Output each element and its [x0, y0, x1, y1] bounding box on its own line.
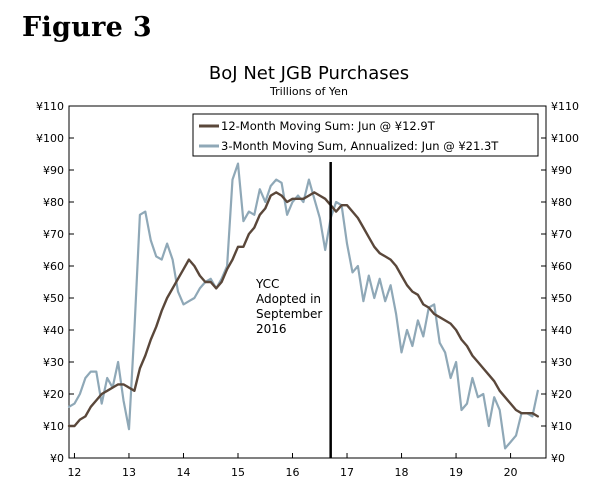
- legend: 12-Month Moving Sum: Jun @ ¥12.9T 3-Mont…: [192, 113, 539, 157]
- x-tick-label: 19: [449, 466, 463, 479]
- x-tick-label: 15: [231, 466, 245, 479]
- y-tick-label-right: ¥10: [551, 420, 572, 433]
- y-tick-label-left: ¥30: [43, 356, 64, 369]
- y-tick-label-left: ¥20: [43, 388, 64, 401]
- legend-box: [192, 113, 539, 157]
- series-line-12m-moving-sum: [67, 191, 539, 428]
- y-tick-label-left: ¥50: [43, 292, 64, 305]
- ycc-annotation-line: Adopted in: [256, 292, 321, 306]
- x-tick-label: 13: [122, 466, 136, 479]
- ycc-annotation-line: 2016: [256, 322, 287, 336]
- ycc-annotation-line: September: [256, 307, 322, 321]
- x-tick-label: 18: [395, 466, 409, 479]
- y-tick-label-left: ¥10: [43, 420, 64, 433]
- axes: ¥0 ¥0 ¥10 ¥10 ¥20 ¥20 ¥30 ¥30 ¥40 ¥40 ¥50 ¥50 ¥60 ¥60…: [36, 100, 579, 479]
- y-tick-label-right: ¥60: [551, 260, 572, 273]
- ycc-annotation-line: YCC: [255, 277, 279, 291]
- chart-subtitle: Trillions of Yen: [269, 85, 348, 98]
- x-tick-label: 16: [286, 466, 300, 479]
- legend-label-ma12: 12-Month Moving Sum: Jun @ ¥12.9T: [221, 119, 436, 133]
- y-tick-label-right: ¥30: [551, 356, 572, 369]
- series-line-3m-annualized: [67, 162, 539, 450]
- legend-label-ann3: 3-Month Moving Sum, Annualized: Jun @ ¥2…: [221, 139, 499, 153]
- y-tick-label-right: ¥100: [551, 132, 579, 145]
- y-tick-label-left: ¥90: [43, 164, 64, 177]
- x-tick-label: 17: [340, 466, 354, 479]
- y-tick-label-right: ¥80: [551, 196, 572, 209]
- y-tick-label-left: ¥110: [36, 100, 64, 113]
- figure-label: Figure 3: [22, 12, 152, 43]
- y-tick-label-left: ¥0: [50, 452, 64, 465]
- y-tick-label-left: ¥70: [43, 228, 64, 241]
- y-tick-label-right: ¥50: [551, 292, 572, 305]
- y-tick-label-right: ¥110: [551, 100, 579, 113]
- x-tick-label: 20: [504, 466, 518, 479]
- plot-frame: [68, 105, 547, 459]
- y-tick-label-left: ¥80: [43, 196, 64, 209]
- y-tick-label-right: ¥20: [551, 388, 572, 401]
- y-tick-label-right: ¥70: [551, 228, 572, 241]
- y-tick-label-right: ¥40: [551, 324, 572, 337]
- chart-title: BoJ Net JGB Purchases: [209, 63, 409, 84]
- series-layer: [67, 162, 539, 450]
- x-tick-label: 14: [176, 466, 190, 479]
- y-tick-label-left: ¥100: [36, 132, 64, 145]
- y-tick-label-right: ¥0: [551, 452, 565, 465]
- y-tick-label-right: ¥90: [551, 164, 572, 177]
- x-tick-label: 12: [67, 466, 81, 479]
- y-tick-label-left: ¥40: [43, 324, 64, 337]
- y-tick-label-left: ¥60: [43, 260, 64, 273]
